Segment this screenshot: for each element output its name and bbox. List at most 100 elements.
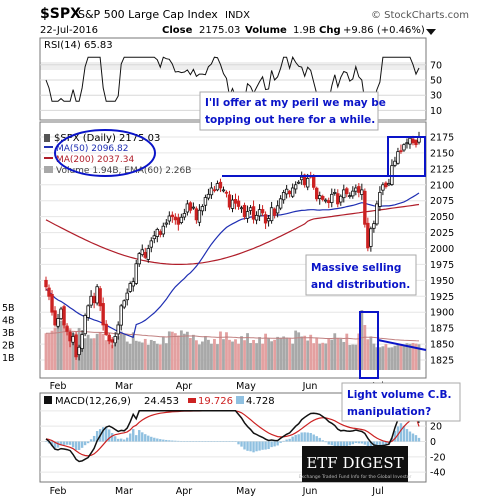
macd-swatch-macd bbox=[44, 396, 52, 404]
macd-histogram-bar bbox=[213, 441, 216, 442]
volume-bar bbox=[303, 335, 307, 370]
price-tick-label: 2025 bbox=[430, 228, 454, 239]
volume-bar bbox=[276, 336, 280, 370]
volume-bar bbox=[288, 338, 292, 370]
macd-histogram-bar bbox=[141, 432, 144, 442]
macd-histogram-bar bbox=[303, 432, 306, 442]
candle-body bbox=[324, 199, 328, 202]
volume-bar bbox=[164, 343, 168, 370]
close-value: 2175.03 bbox=[199, 25, 240, 36]
macd-histogram-bar bbox=[110, 433, 114, 442]
volume-bar bbox=[258, 337, 261, 370]
macd-histogram-bar bbox=[369, 441, 373, 450]
candle-body bbox=[408, 137, 412, 145]
price-tick-label: 2075 bbox=[430, 196, 454, 207]
macd-histogram-bar bbox=[165, 439, 168, 442]
macd-histogram-bar bbox=[273, 441, 276, 447]
candle-body bbox=[366, 222, 370, 249]
volume-bar bbox=[240, 336, 243, 370]
volume-bar bbox=[306, 340, 310, 370]
volume-bar bbox=[246, 333, 249, 370]
macd-histogram-bar bbox=[363, 441, 367, 445]
candle-body bbox=[348, 195, 352, 198]
candle-body bbox=[315, 187, 319, 200]
macd-value-1: 24.453 bbox=[144, 396, 179, 407]
macd-histogram-bar bbox=[354, 441, 358, 443]
candle-body bbox=[357, 186, 361, 193]
volume-bar bbox=[339, 338, 343, 370]
macd-histogram-bar bbox=[279, 441, 282, 443]
candle-body bbox=[95, 286, 99, 304]
macd-histogram-bar bbox=[258, 441, 261, 451]
volume-bar bbox=[155, 343, 159, 370]
macd-histogram-bar bbox=[402, 425, 406, 442]
rsi-tick-label: 50 bbox=[430, 76, 442, 87]
volume-bar bbox=[140, 342, 144, 370]
volume-bar bbox=[396, 344, 400, 370]
candle-body bbox=[194, 208, 199, 221]
macd-histogram-bar bbox=[264, 441, 267, 450]
volume-bar bbox=[107, 334, 111, 370]
candle-body bbox=[200, 206, 205, 212]
candle-body bbox=[56, 318, 60, 327]
candle-body bbox=[59, 308, 63, 320]
volume-tick-label: 5B bbox=[2, 303, 15, 314]
volume-bar bbox=[213, 338, 216, 370]
volume-bar bbox=[390, 347, 394, 370]
candle-body bbox=[393, 160, 397, 166]
macd-histogram-bar bbox=[138, 430, 141, 442]
volume-bar bbox=[173, 333, 177, 370]
candle-body bbox=[296, 181, 301, 184]
macd-histogram-bar bbox=[312, 434, 315, 442]
candle-body bbox=[360, 189, 364, 195]
volume-bar bbox=[261, 343, 264, 370]
candle-body bbox=[125, 292, 129, 301]
volume-bar bbox=[333, 333, 337, 370]
volume-bar bbox=[116, 336, 120, 370]
candle-body bbox=[260, 209, 265, 214]
candle-body bbox=[158, 231, 163, 235]
candle-body bbox=[89, 295, 93, 306]
macd-histogram-bar bbox=[101, 427, 105, 442]
volume-bar bbox=[327, 338, 331, 370]
rsi-tick-label: 70 bbox=[430, 60, 442, 71]
macd-histogram-bar bbox=[183, 441, 186, 442]
header-exchange: INDX bbox=[225, 10, 250, 21]
volume-bar bbox=[309, 334, 313, 370]
volume-bar bbox=[125, 341, 129, 370]
candle-body bbox=[50, 293, 54, 313]
macd-histogram-bar bbox=[77, 441, 81, 451]
volume-bar bbox=[161, 336, 165, 370]
volume-bar bbox=[210, 343, 213, 370]
macd-histogram-bar bbox=[255, 441, 258, 452]
candle-body bbox=[152, 235, 156, 240]
candle-body bbox=[164, 222, 169, 225]
volume-bar bbox=[134, 340, 138, 370]
volume-bar bbox=[71, 332, 75, 370]
volume-tick-label: 2B bbox=[2, 341, 15, 352]
candle-body bbox=[299, 176, 304, 181]
macd-histogram-bar bbox=[186, 441, 189, 442]
volume-bar bbox=[348, 344, 352, 370]
annotation-top-box bbox=[199, 91, 379, 131]
macd-histogram-bar bbox=[393, 430, 397, 442]
volume-bar bbox=[185, 331, 189, 370]
candle-body bbox=[230, 199, 235, 209]
macd-histogram-bar bbox=[192, 441, 195, 442]
candle-body bbox=[140, 249, 144, 256]
candle-body bbox=[221, 189, 226, 192]
volume-bar bbox=[152, 340, 156, 370]
candle-body bbox=[119, 305, 123, 326]
candle-body bbox=[318, 195, 322, 200]
candle-body bbox=[281, 192, 286, 201]
candle-body bbox=[284, 188, 289, 195]
macd-histogram-bar bbox=[225, 441, 228, 442]
macd-histogram-bar bbox=[345, 441, 348, 447]
volume-bar bbox=[179, 330, 183, 370]
volume-tick-label: 4B bbox=[2, 316, 15, 327]
volume-bar bbox=[411, 342, 415, 370]
macd-histogram-bar bbox=[83, 441, 87, 446]
volume-bar bbox=[104, 340, 108, 370]
candle-body bbox=[342, 189, 346, 199]
macd-histogram-bar bbox=[216, 441, 219, 442]
